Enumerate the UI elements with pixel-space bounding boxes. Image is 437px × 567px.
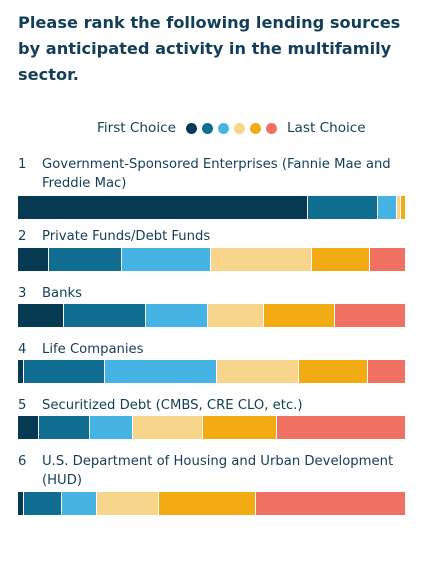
chart-title: Please rank the following lending source…	[18, 13, 401, 84]
bar-segment-rank-1	[18, 492, 24, 515]
category-name: Banks	[42, 286, 82, 301]
legend-dot-1	[185, 122, 197, 134]
bar-segment-rank-4	[132, 416, 203, 439]
legend: First Choice Last Choice	[97, 118, 366, 138]
bar-segment-rank-2	[48, 248, 123, 271]
bar-segment-rank-4	[97, 492, 160, 515]
bar-segment-rank-5	[159, 492, 256, 515]
bar-segment-rank-6	[276, 416, 405, 439]
stacked-bar	[18, 492, 405, 515]
stacked-bar	[18, 196, 405, 219]
category-name: Private Funds/Debt Funds	[42, 229, 211, 244]
legend-dot-5	[249, 122, 261, 134]
rank-number: 3	[18, 286, 27, 301]
legend-dot-2	[201, 122, 213, 134]
bar-segment-rank-6	[368, 360, 405, 383]
bar-segment-rank-1	[18, 248, 49, 271]
bar-segment-rank-2	[39, 416, 90, 439]
bar-segment-rank-4	[207, 304, 264, 327]
rank-number: 1	[18, 157, 27, 172]
bar-segment-rank-5	[401, 196, 405, 219]
legend-dots	[185, 122, 282, 134]
bar-segment-rank-6	[335, 304, 405, 327]
bar-segment-rank-5	[312, 248, 371, 271]
bar-segment-rank-3	[145, 304, 208, 327]
category-label: 5 Securitized Debt (CMBS, CRE CLO, etc.)	[18, 396, 423, 436]
legend-first-label: First Choice	[97, 120, 176, 136]
bar-segment-rank-2	[308, 196, 378, 219]
legend-dot-4	[233, 122, 245, 134]
rank-number: 2	[18, 229, 27, 244]
stacked-bar	[18, 416, 405, 439]
category-label: 1 Government-Sponsored Enterprises (Fanni…	[18, 155, 423, 195]
bar-segment-rank-3	[89, 416, 133, 439]
bar-segment-rank-5	[202, 416, 277, 439]
bar-segment-rank-4	[217, 360, 299, 383]
bar-segment-rank-3	[122, 248, 212, 271]
stacked-bar	[18, 304, 405, 327]
category-name: U.S. Department of Housing and Urban Dev…	[42, 454, 394, 488]
bar-segment-rank-4	[397, 196, 402, 219]
bar-segment-rank-2	[64, 304, 146, 327]
stacked-bar	[18, 248, 405, 271]
category-name: Government-Sponsored Enterprises (Fannie…	[42, 157, 391, 191]
category-label: 4 Life Companies	[18, 340, 423, 380]
bar-segment-rank-2	[23, 492, 63, 515]
bar-segment-rank-1	[18, 360, 24, 383]
bar-segment-rank-3	[377, 196, 398, 219]
rank-number: 6	[18, 454, 27, 469]
category-name: Life Companies	[42, 342, 144, 357]
legend-last-label: Last Choice	[286, 120, 366, 136]
bar-segment-rank-3	[62, 492, 98, 515]
legend-dot-3	[217, 122, 229, 134]
category-label: 3 Banks	[18, 284, 423, 324]
category-label: 6 U.S. Department of Housing and Urban De…	[18, 452, 423, 492]
rank-number: 5	[18, 398, 27, 413]
bar-segment-rank-4	[211, 248, 313, 271]
bar-segment-rank-2	[23, 360, 106, 383]
rank-number: 4	[18, 342, 27, 357]
bar-segment-rank-1	[18, 196, 309, 219]
category-name: Securitized Debt (CMBS, CRE CLO, etc.)	[42, 398, 303, 413]
legend-dot-6	[265, 122, 277, 134]
bar-segment-rank-5	[263, 304, 336, 327]
stacked-bar	[18, 360, 405, 383]
bar-segment-rank-6	[370, 248, 405, 271]
category-label: 2 Private Funds/Debt Funds	[18, 227, 423, 267]
bar-segment-rank-1	[18, 416, 40, 439]
bar-segment-rank-5	[298, 360, 369, 383]
bar-segment-rank-3	[105, 360, 218, 383]
bar-segment-rank-1	[18, 304, 65, 327]
bar-segment-rank-6	[255, 492, 405, 515]
